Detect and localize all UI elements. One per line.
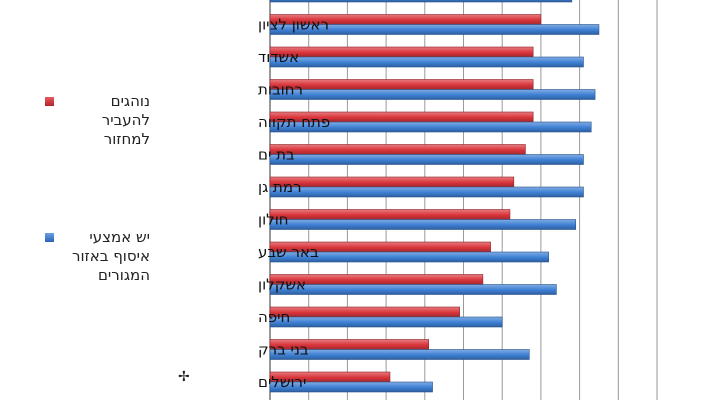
- category-label: אשקלון: [258, 276, 306, 294]
- bar-collection: [269, 349, 530, 360]
- bar-collection: [269, 186, 584, 198]
- category-labels: תל אביב יפו ראשון לציון אשדוד רחובות פתח תקו…: [178, 0, 333, 391]
- category-label: בת ים: [258, 146, 295, 164]
- legend-recycle-line-1: נוהגים: [110, 92, 150, 110]
- bar-collection: [269, 316, 503, 328]
- legend-recycle-line-2: להעביר: [101, 111, 150, 129]
- bar-recycle: [269, 144, 526, 155]
- bar-collection: [269, 0, 573, 3]
- bar-collection: [269, 56, 584, 68]
- bar-collection: [269, 24, 600, 35]
- bar-collection: [269, 219, 577, 230]
- legend-collection-line-2: איסוף באזור: [71, 247, 150, 265]
- category-label: ראשון לציון: [258, 16, 329, 34]
- legend-collection-swatch: [45, 233, 54, 242]
- category-label: בני ברק: [258, 341, 309, 359]
- legend-collection: יש אמצעי איסוף באזור המגורים: [0, 228, 150, 285]
- bar-recycle: [269, 46, 534, 58]
- category-label: ירושלים: [258, 373, 306, 391]
- category-label: חיפה: [258, 308, 290, 326]
- legend-collection-line-3: המגורים: [97, 266, 150, 284]
- bar-collection: [269, 89, 596, 100]
- bar-recycle: [269, 306, 460, 318]
- category-label: תל אביב יפו: [258, 0, 333, 1]
- bar-collection: [269, 121, 592, 133]
- bar-collection: [269, 284, 557, 295]
- bar-collection: [269, 251, 549, 263]
- legend-recycle-swatch: [45, 97, 54, 106]
- category-label: רחובות: [258, 81, 303, 99]
- category-label: באר שבע: [258, 243, 319, 261]
- bar-recycle: [269, 209, 511, 220]
- legend-recycle-line-3: למחזור: [103, 130, 150, 148]
- legend-recycle: נוהגים להעביר למחזור: [0, 92, 150, 149]
- legend-collection-line-1: יש אמצעי: [89, 228, 150, 246]
- annotation-mark: ✢: [178, 369, 190, 385]
- bars: [269, 0, 600, 393]
- bar-recycle: [269, 176, 515, 188]
- category-label: חולון: [258, 211, 289, 229]
- bar-recycle: [269, 79, 534, 90]
- category-label: אשדוד: [258, 48, 299, 66]
- bar-collection: [269, 381, 433, 393]
- category-label: רמת גן: [258, 178, 302, 196]
- category-label: פתח תקווה: [258, 113, 330, 131]
- bar-collection: [269, 154, 584, 165]
